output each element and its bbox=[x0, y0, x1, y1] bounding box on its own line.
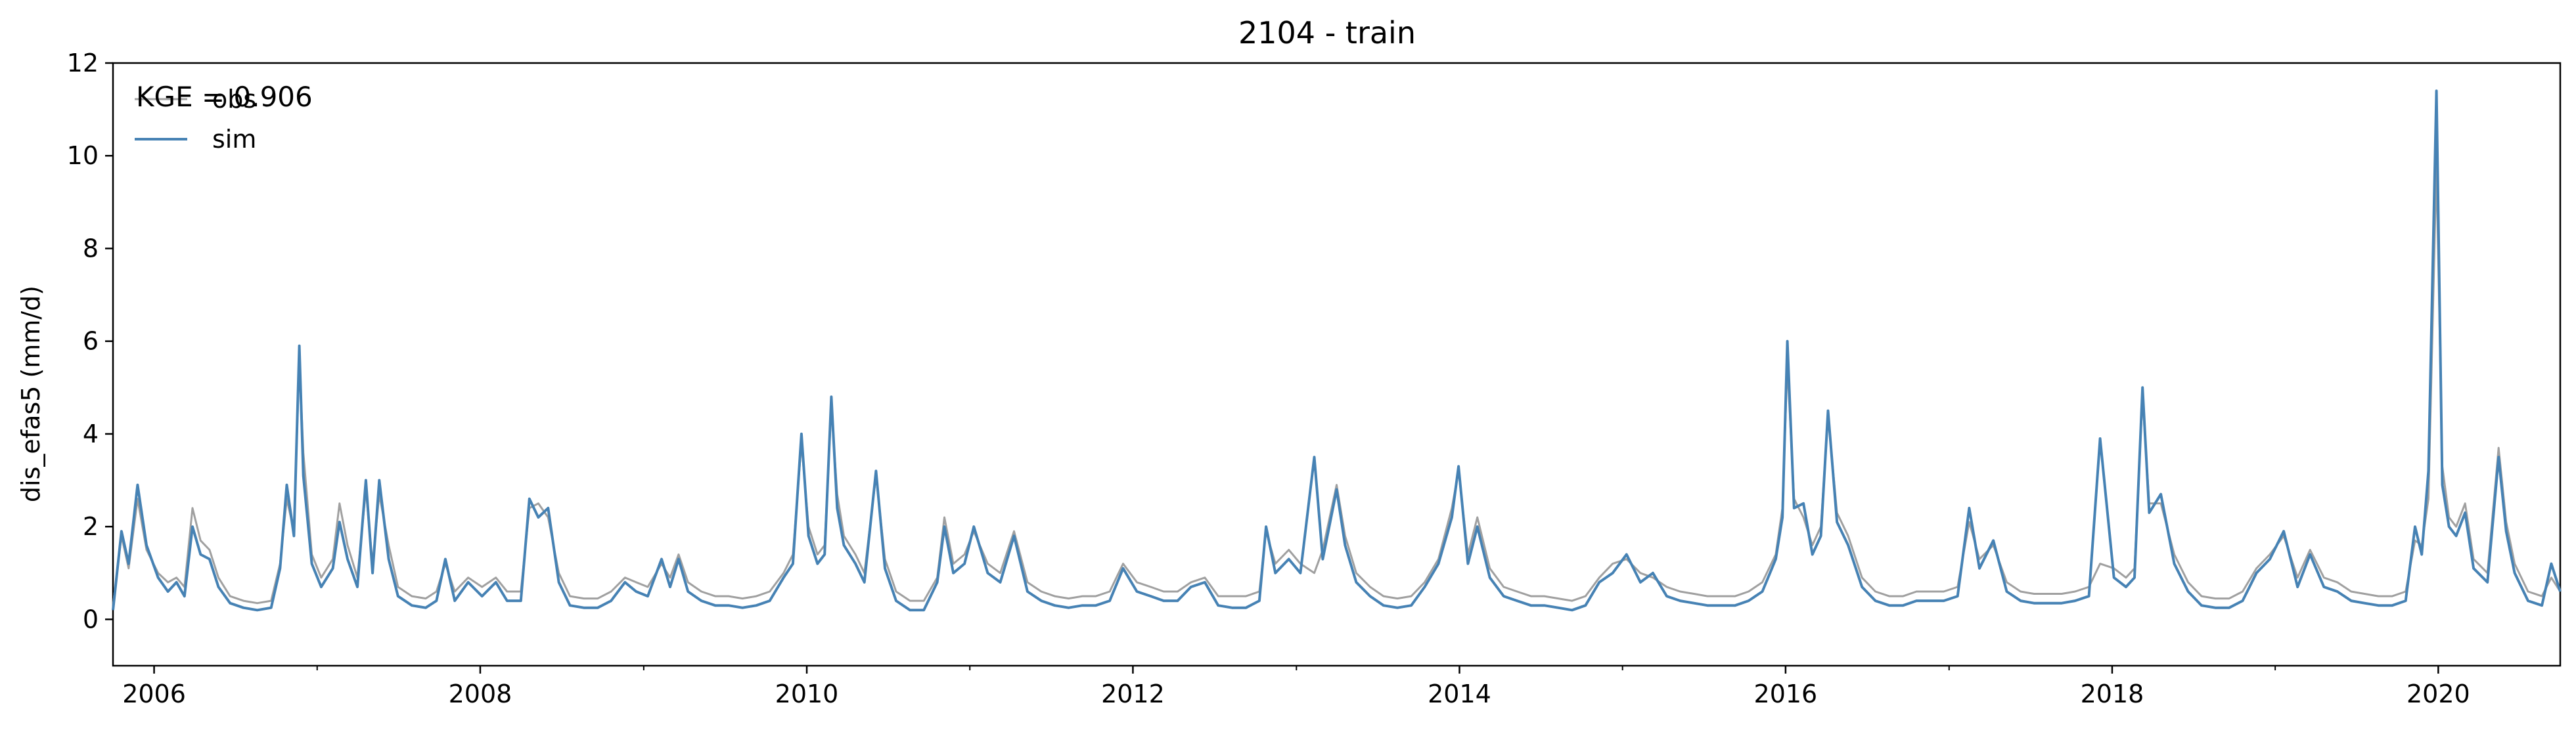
y-tick-label: 0 bbox=[83, 605, 99, 634]
y-tick-label: 12 bbox=[67, 49, 99, 77]
y-tick-label: 8 bbox=[83, 234, 99, 263]
x-tick-label: 2014 bbox=[1428, 680, 1491, 708]
x-tick-label: 2006 bbox=[122, 680, 186, 708]
chart-title: 2104 - train bbox=[1238, 15, 1416, 51]
legend: obs sim bbox=[135, 85, 256, 154]
y-tick-label: 2 bbox=[83, 512, 99, 541]
x-axis-ticks: 2006 2008 2010 2012 2014 2016 2018 2020 bbox=[122, 666, 2470, 708]
x-tick-label: 2018 bbox=[2081, 680, 2144, 708]
y-axis-ticks: 0 2 4 6 8 10 12 bbox=[67, 49, 113, 634]
series-layer bbox=[112, 89, 2562, 612]
kge-annotation: KGE = 0.906 bbox=[136, 81, 313, 113]
x-tick-label: 2008 bbox=[449, 680, 512, 708]
y-tick-label: 10 bbox=[67, 141, 99, 170]
y-axis-label: dis_efas5 (mm/d) bbox=[16, 286, 45, 502]
x-tick-label: 2020 bbox=[2407, 680, 2470, 708]
series-line-sim bbox=[112, 89, 2562, 612]
x-tick-label: 2016 bbox=[1754, 680, 1818, 708]
axes-frame bbox=[112, 62, 2562, 667]
y-tick-label: 4 bbox=[83, 420, 99, 448]
legend-sim-label: sim bbox=[212, 125, 256, 154]
y-tick-label: 6 bbox=[83, 327, 99, 356]
plot-area bbox=[112, 62, 2562, 667]
x-tick-label: 2010 bbox=[775, 680, 839, 708]
x-tick-label: 2012 bbox=[1101, 680, 1165, 708]
legend-obs-label: obs bbox=[212, 85, 256, 114]
